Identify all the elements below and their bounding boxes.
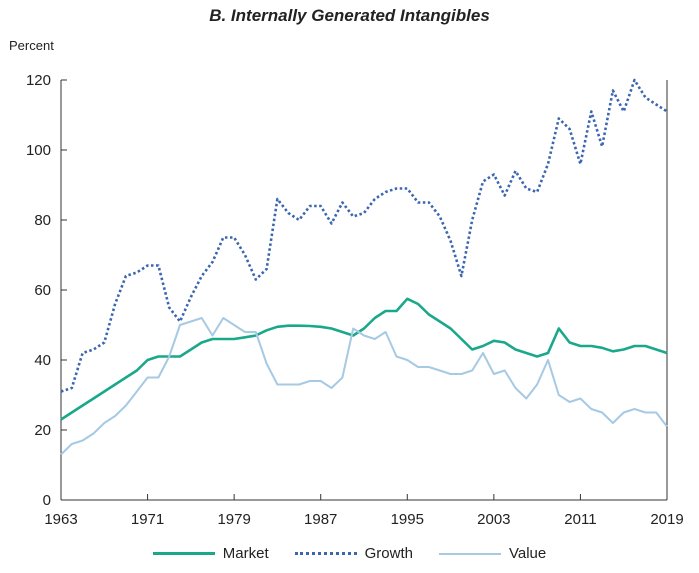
legend-swatch-growth bbox=[294, 552, 357, 555]
legend: Market Growth Value bbox=[0, 545, 699, 562]
y-tick-label: 60 bbox=[34, 282, 51, 299]
legend-label-growth: Growth bbox=[364, 545, 413, 562]
y-tick-label: 100 bbox=[26, 142, 51, 159]
legend-swatch-market bbox=[152, 552, 215, 555]
legend-item-growth: Growth bbox=[294, 545, 413, 562]
series-line-market bbox=[60, 297, 668, 421]
legend-item-market: Market bbox=[152, 545, 269, 562]
x-tick-label: 1987 bbox=[304, 511, 337, 528]
x-tick-label: 1963 bbox=[44, 511, 77, 528]
y-axis-label: Percent bbox=[9, 38, 54, 53]
series-line-value bbox=[60, 317, 668, 456]
y-tick-label: 0 bbox=[43, 492, 51, 509]
x-tick-label: 1995 bbox=[391, 511, 424, 528]
y-tick-label: 40 bbox=[34, 352, 51, 369]
x-tick-label: 2019 bbox=[650, 511, 683, 528]
legend-label-market: Market bbox=[222, 545, 269, 562]
legend-label-value: Value bbox=[508, 545, 547, 562]
x-tick-label: 2003 bbox=[477, 511, 510, 528]
x-tick-label: 2011 bbox=[564, 511, 596, 528]
y-tick-label: 80 bbox=[34, 212, 51, 229]
series-line-growth bbox=[60, 78, 668, 393]
x-tick-label: 1971 bbox=[131, 511, 164, 528]
axes: 0 20 40 60 80 100 120 1963 1971 1979 1987 1995 2003 2… bbox=[26, 72, 684, 528]
legend-item-value: Value bbox=[438, 545, 547, 562]
chart-title: B. Internally Generated Intangibles bbox=[209, 6, 490, 25]
y-tick-label: 20 bbox=[34, 422, 51, 439]
x-tick-label: 1979 bbox=[217, 511, 250, 528]
series-lines bbox=[60, 78, 668, 456]
y-tick-label: 120 bbox=[26, 72, 51, 89]
legend-swatch-value bbox=[438, 552, 501, 555]
